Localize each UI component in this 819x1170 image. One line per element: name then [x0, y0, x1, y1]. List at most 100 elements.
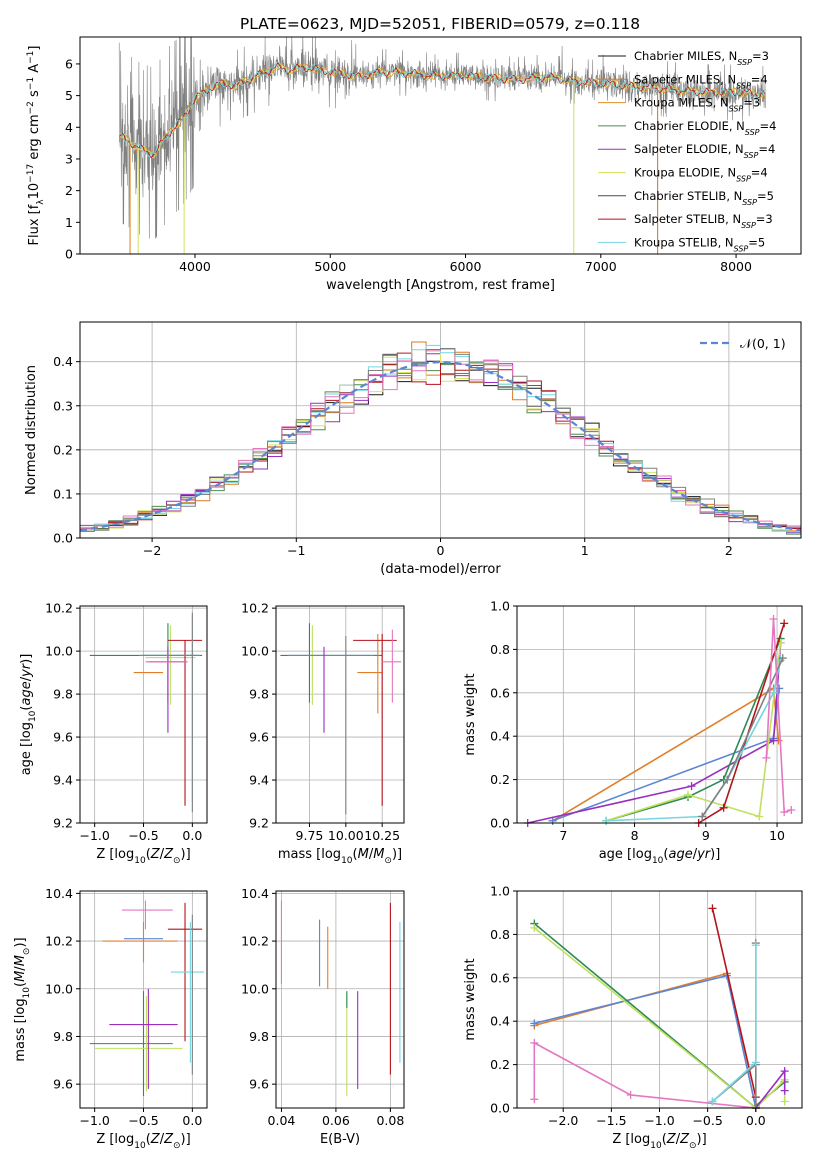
weight-marker — [708, 904, 717, 913]
weight-marker — [751, 941, 760, 950]
y-tick-label: 5 — [65, 88, 73, 103]
weight-marker — [787, 805, 796, 814]
legend-label: Chabrier MILES, NSSP=3 — [634, 49, 769, 67]
x-tick-label: 4000 — [179, 259, 211, 274]
weight-marker — [780, 808, 789, 817]
y-tick-label: 4 — [65, 120, 73, 135]
y-tick-label: 9.8 — [53, 1029, 73, 1044]
weight-marker — [723, 775, 732, 784]
y-tick-label: 0.4 — [490, 1014, 510, 1029]
y-tick-label: 0.0 — [53, 531, 73, 546]
plot-area-age-vs-mass — [280, 623, 402, 815]
axes-frame — [516, 890, 803, 1109]
weight-marker — [755, 812, 764, 821]
errorbar — [148, 646, 188, 733]
histogram-step — [80, 348, 801, 531]
weight-marker — [684, 790, 692, 799]
x-axis-label: mass [log10(M/M⊙)] — [278, 847, 402, 866]
weight-marker — [780, 1067, 789, 1076]
y-tick-label: 6 — [65, 56, 73, 71]
weight-marker — [762, 753, 771, 762]
x-tick-label: −0.5 — [128, 1113, 158, 1128]
y-tick-label: 10.2 — [241, 601, 269, 616]
y-tick-label: 2 — [65, 183, 73, 198]
x-tick-label: 9.75 — [296, 828, 324, 843]
axes-residuals: −2 −1 0 1 2 0.0 0.1 0.2 0.3 0.4 (data-model)/error… — [24, 321, 802, 577]
x-axis-label: Z [log10(Z/Z⊙)] — [96, 1132, 190, 1151]
weight-marker — [769, 688, 778, 697]
weight-marker — [530, 1095, 539, 1104]
x-tick-label: 1 — [581, 543, 589, 558]
y-tick-label: 10.4 — [241, 886, 269, 901]
y-tick-label: 9.2 — [53, 816, 73, 831]
weight-marker — [530, 923, 539, 932]
axes-mass-vs-Z: −1.0 −0.5 0.0 9.6 9.8 10.0 10.2 10.4 Z [log10(Z/… — [13, 886, 208, 1151]
legend-item: Salpeter STELIB, NSSP=3 — [598, 212, 773, 230]
y-tick-label: 0.2 — [490, 1057, 510, 1072]
y-tick-label: 10.0 — [45, 644, 73, 659]
figure-title: PLATE=0623, MJD=52051, FIBERID=0579, z=0… — [240, 15, 640, 33]
weight-series — [602, 638, 785, 825]
y-tick-label: 10.2 — [45, 934, 73, 949]
weight-line — [711, 943, 757, 1108]
y-tick-label: 0.6 — [490, 685, 510, 700]
axes-age-vs-mass: 9.75 10.00 10.25 9.2 9.4 9.6 9.8 10.0 10.2 mass [… — [241, 601, 405, 866]
weight-marker — [626, 1090, 635, 1099]
x-axis-label: (data-model)/error — [380, 562, 501, 577]
x-tick-label: −1.5 — [596, 1113, 626, 1128]
x-tick-label: 8000 — [720, 259, 752, 274]
y-tick-label: 9.6 — [53, 730, 73, 745]
y-tick-label: 0.0 — [490, 1101, 510, 1116]
y-tick-label: 1.0 — [490, 599, 510, 614]
y-tick-label: 9.2 — [249, 816, 269, 831]
y-tick-label: 10.2 — [241, 934, 269, 949]
axes-frame — [275, 605, 405, 824]
y-tick-label: 0.1 — [53, 486, 73, 501]
plot-area-age-vs-Z — [89, 612, 203, 813]
y-tick-label: 0.0 — [490, 816, 510, 831]
x-tick-label: −0.5 — [128, 828, 158, 843]
legend-item: Salpeter MILES, NSSP=4 — [598, 72, 768, 90]
x-axis-label: Z [log10(Z/Z⊙)] — [96, 847, 190, 866]
legend-item: Kroupa STELIB, NSSP=5 — [598, 235, 765, 253]
weight-marker — [698, 812, 707, 821]
x-tick-label: 10.00 — [328, 828, 364, 843]
legend-item: Salpeter ELODIE, NSSP=4 — [598, 142, 775, 160]
weight-marker — [719, 803, 728, 812]
legend-item: Kroupa ELODIE, NSSP=4 — [598, 166, 768, 184]
plot-area-weight-vs-age — [523, 615, 796, 827]
x-tick-label: 2 — [725, 543, 733, 558]
y-tick-label: 9.6 — [53, 1077, 73, 1092]
weight-line — [755, 1068, 786, 1109]
y-tick-label: 0.2 — [490, 772, 510, 787]
y-tick-label: 0.2 — [53, 442, 73, 457]
legend-label: Kroupa ELODIE, NSSP=4 — [634, 166, 768, 184]
plots-layer: 4000 5000 6000 7000 8000 0 1 2 3 4 5 6 wavelength [A… — [13, 36, 803, 1151]
axes-weight-vs-Z: −2.0 −1.5 −1.0 −0.5 0.0 0.0 0.2 0.4 0.6 0.8 1.0 Z [… — [463, 884, 803, 1151]
weight-line — [533, 1041, 756, 1109]
plot-area-spectrum — [118, 37, 766, 254]
weight-series — [523, 638, 785, 827]
x-tick-label: 7000 — [585, 259, 617, 274]
legend-label: Chabrier STELIB, NSSP=5 — [634, 189, 774, 207]
y-tick-label: 0.6 — [490, 970, 510, 985]
x-tick-label: 0 — [437, 543, 445, 558]
weight-line — [552, 687, 780, 822]
y-tick-label: 0.4 — [53, 354, 73, 369]
weight-marker — [780, 1097, 789, 1106]
y-tick-label: 0.3 — [53, 398, 73, 413]
weight-marker — [687, 782, 696, 791]
y-axis-label: mass weight — [463, 673, 478, 755]
y-tick-label: 9.4 — [53, 773, 73, 788]
y-axis-label: Normed distribution — [24, 365, 39, 495]
x-tick-label: −0.5 — [692, 1113, 722, 1128]
x-axis-label: age [log10(age/yr)] — [599, 847, 721, 866]
y-tick-label: 10.2 — [45, 601, 73, 616]
axes-frame — [79, 605, 208, 824]
weight-marker — [769, 615, 778, 624]
residual-legend: 𝒩(0, 1) — [700, 336, 786, 351]
weight-series — [762, 615, 796, 817]
weight-marker — [778, 654, 787, 663]
weight-marker — [602, 816, 611, 825]
